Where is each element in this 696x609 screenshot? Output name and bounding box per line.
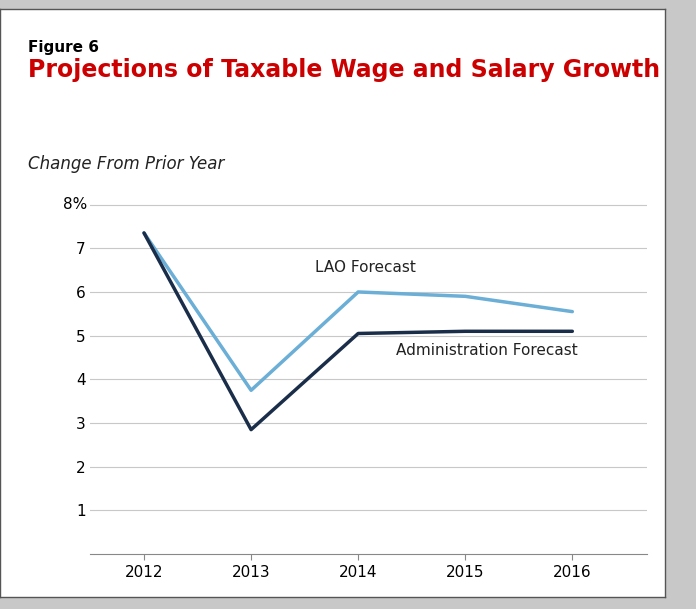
Text: LAO Forecast: LAO Forecast [315,260,416,275]
Text: Projections of Taxable Wage and Salary Growth: Projections of Taxable Wage and Salary G… [28,58,660,82]
Text: 8%: 8% [63,197,88,212]
Text: Administration Forecast: Administration Forecast [395,343,578,358]
Text: Figure 6: Figure 6 [28,40,99,55]
Text: Change From Prior Year: Change From Prior Year [28,155,224,174]
